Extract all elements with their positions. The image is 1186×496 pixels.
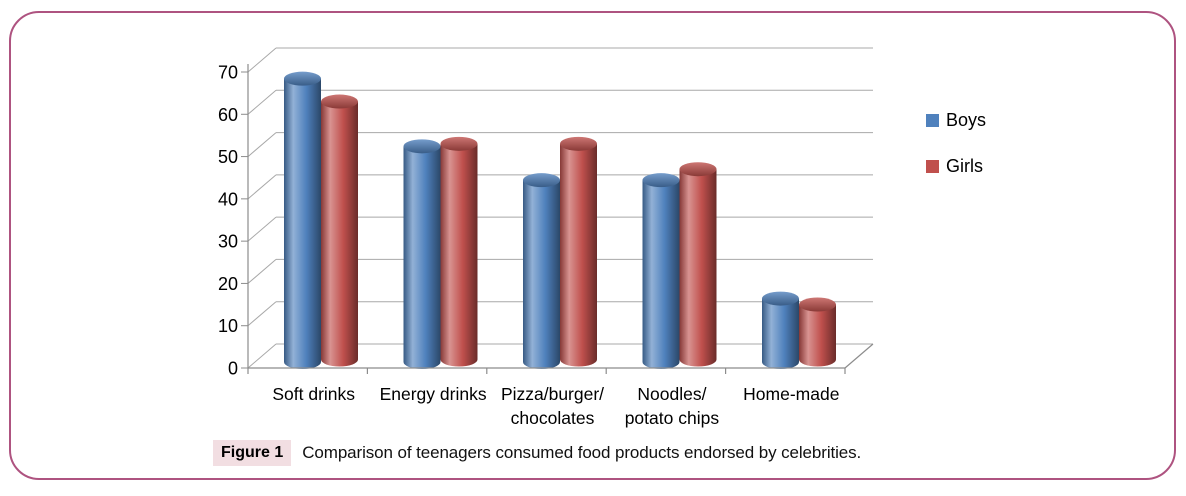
grid-diagonal-10 [247,301,277,327]
y-tick-label-30: 30 [218,232,238,252]
grid-diagonal-20 [247,259,277,284]
y-tick-label-20: 20 [218,274,238,294]
bar-boys-soft-drinks [284,71,322,369]
category-label-noodles-potato-chips-line2: potato chips [625,408,720,428]
bar-girls-noodles-potato-chips [679,162,717,367]
legend-label-boys: Boys [946,110,987,130]
floor-diagonal [844,343,874,369]
grid-diagonal-0 [247,343,277,369]
category-label-energy-drinks: Energy drinks [380,384,487,404]
category-label-home-made: Home-made [743,384,839,404]
bar-girls-energy-drinks [440,136,478,367]
bar-boys-noodles-potato-chips [642,173,680,369]
grid-diagonal-60 [247,89,277,115]
chart-legend: Boys Girls [926,110,986,176]
y-tick-label-50: 50 [218,147,238,167]
category-label-pizza-burger-chocolates: Pizza/burger/ [501,384,604,404]
bar-boys-pizza-burger-chocolates [523,173,560,369]
bars [284,71,836,369]
legend-item-boys: Boys [926,110,986,130]
figure-caption-text: Comparison of teenagers consumed food pr… [302,443,862,462]
bar-girls-pizza-burger-chocolates [560,136,597,367]
grid-diagonal-70 [247,47,277,73]
y-axis-tick-labels: 0 10 20 30 40 50 60 70 [218,63,238,379]
category-labels: Soft drinks Energy drinks Pizza/burger/cho… [272,384,839,428]
y-tick-label-0: 0 [228,359,238,379]
category-label-noodles-potato-chips: Noodles/ [637,384,706,404]
y-tick-label-40: 40 [218,189,238,209]
grid-diagonal-30 [247,216,277,242]
category-label-pizza-burger-chocolates-line2: chocolates [511,408,595,428]
legend-label-girls: Girls [946,156,983,176]
y-tick-label-70: 70 [218,63,238,83]
legend-swatch-boys [926,113,939,127]
bar-girls-soft-drinks [321,94,358,367]
legend-swatch-girls [926,159,939,173]
bar-boys-energy-drinks [403,139,441,369]
legend-item-girls: Girls [926,156,986,176]
grid-diagonal-50 [247,132,277,157]
bar-boys-home-made [762,291,799,369]
grid-diagonal-40 [247,174,277,200]
y-tick-label-10: 10 [218,316,238,336]
y-tick-label-60: 60 [218,105,238,125]
figure-caption-label: Figure 1 [213,440,292,466]
bar-girls-home-made [799,297,836,367]
figure-caption: Figure 1 Comparison of teenagers consume… [213,440,861,466]
axes [247,64,874,374]
category-label-soft-drinks: Soft drinks [272,384,355,404]
